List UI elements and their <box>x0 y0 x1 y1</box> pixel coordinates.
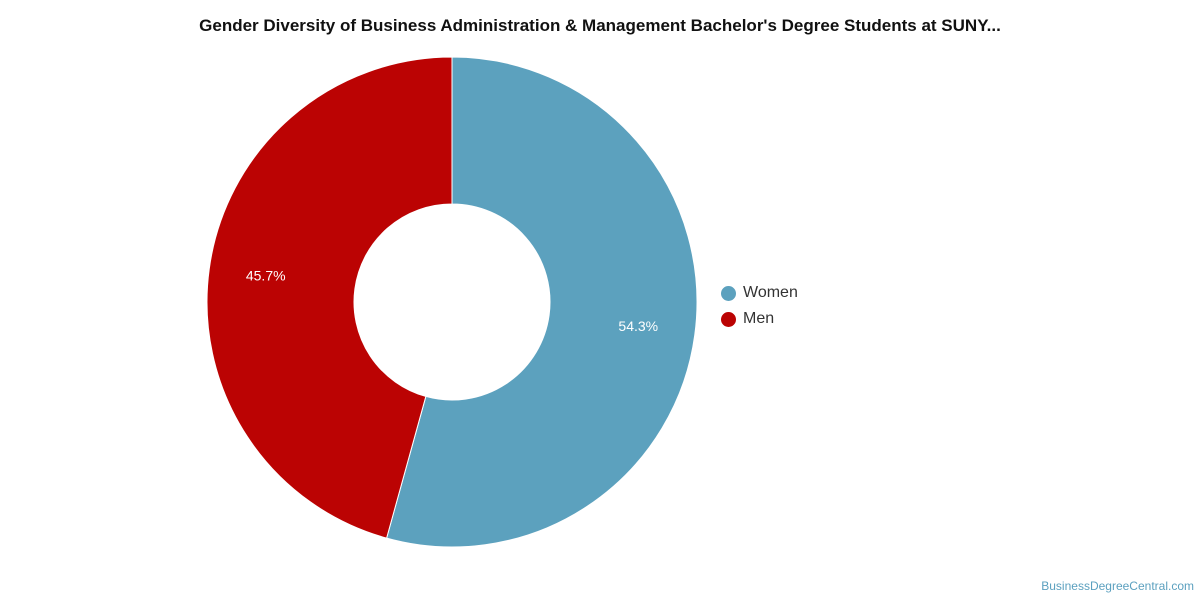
legend-label-men: Men <box>743 310 775 327</box>
legend-item-men[interactable]: Men <box>721 306 798 332</box>
source-watermark-link[interactable]: BusinessDegreeCentral.com <box>1041 579 1194 593</box>
slice-women[interactable] <box>385 56 698 548</box>
legend-swatch-women <box>721 285 736 301</box>
data-label-women: 54.3% <box>618 318 658 334</box>
legend-label-women: Women <box>743 284 798 301</box>
slice-men[interactable] <box>206 56 453 539</box>
data-label-men: 45.7% <box>246 267 286 283</box>
chart-title: Gender Diversity of Business Administrat… <box>199 16 1001 35</box>
slices-layer <box>206 56 698 548</box>
legend-item-women[interactable]: Women <box>721 280 798 306</box>
legend-swatch-men <box>721 311 736 327</box>
data-labels-layer: 54.3% 45.7% <box>246 267 658 334</box>
legend: Women Men <box>721 280 798 332</box>
